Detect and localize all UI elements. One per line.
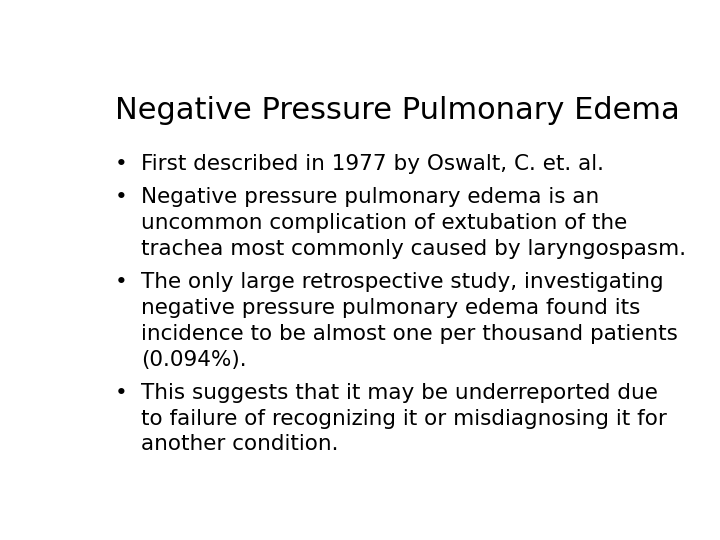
Text: Negative pressure pulmonary edema is an: Negative pressure pulmonary edema is an [141,187,600,207]
Text: •: • [115,383,128,403]
Text: Negative Pressure Pulmonary Edema: Negative Pressure Pulmonary Edema [115,96,680,125]
Text: •: • [115,154,128,174]
Text: •: • [115,272,128,292]
Text: incidence to be almost one per thousand patients: incidence to be almost one per thousand … [141,324,678,344]
Text: •: • [115,187,128,207]
Text: trachea most commonly caused by laryngospasm.: trachea most commonly caused by laryngos… [141,239,686,259]
Text: (0.094%).: (0.094%). [141,349,247,369]
Text: The only large retrospective study, investigating: The only large retrospective study, inve… [141,272,664,292]
Text: uncommon complication of extubation of the: uncommon complication of extubation of t… [141,213,628,233]
Text: to failure of recognizing it or misdiagnosing it for: to failure of recognizing it or misdiagn… [141,409,667,429]
Text: First described in 1977 by Oswalt, C. et. al.: First described in 1977 by Oswalt, C. et… [141,154,604,174]
Text: another condition.: another condition. [141,435,339,455]
Text: negative pressure pulmonary edema found its: negative pressure pulmonary edema found … [141,298,641,318]
Text: This suggests that it may be underreported due: This suggests that it may be underreport… [141,383,658,403]
